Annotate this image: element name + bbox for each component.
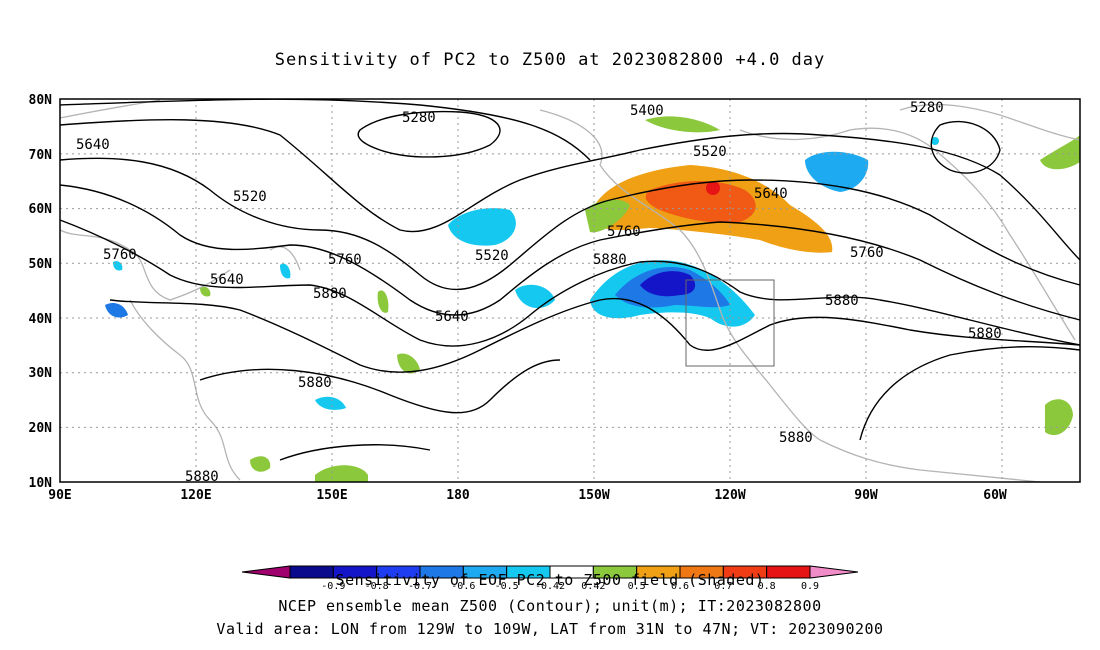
colorbar-tick-label: 0.9 (801, 581, 819, 592)
colorbar-tick-label: 0.6 (671, 581, 689, 592)
contour-label: 5760 (103, 247, 137, 263)
lon-label-180: 180 (446, 488, 470, 503)
colorbar-end-high (809, 565, 859, 579)
colorbar-tick-label: -0.7 (408, 581, 432, 592)
lon-label-150e: 150E (316, 488, 347, 503)
lon-label-120e: 120E (180, 488, 211, 503)
contour-label: 5760 (328, 252, 362, 268)
lon-axis: 90E 120E 150E 180 150W 120W 90W 60W (48, 488, 1007, 503)
contour-labels: 5640 5520 5760 5640 5760 5880 5640 5880 … (76, 100, 1002, 485)
coastlines (59, 99, 1081, 483)
footer-line-3: Valid area: LON from 129W to 109W, LAT f… (216, 620, 884, 638)
contour-label: 5760 (607, 224, 641, 240)
colorbar-tick-label: -0.8 (365, 581, 389, 592)
contour-label: 5880 (593, 252, 627, 268)
lat-label-40n: 40N (29, 312, 53, 327)
chart-title: Sensitivity of PC2 to Z500 at 2023082800… (274, 50, 826, 70)
colorbar-tick-label: 0.42 (581, 581, 605, 592)
footer-line-1: Sensitivity of EOF PC2 to Z500 field (Sh… (335, 571, 765, 589)
shaded-sensitivity (105, 116, 1080, 482)
colorbar: -0.9 -0.8 -0.7 -0.6 -0.5 -0.42 0.42 0.5 0.6 0.7 0.… (241, 565, 859, 592)
contour-label: 5640 (754, 186, 788, 202)
contour-label: 5520 (693, 144, 727, 160)
colorbar-tick-label: 0.5 (628, 581, 646, 592)
contour-label: 5760 (850, 245, 884, 261)
contour-label: 5880 (298, 375, 332, 391)
contour-label: 5880 (185, 469, 219, 485)
gridlines (60, 99, 1080, 482)
contour-label: 5880 (779, 430, 813, 446)
lon-label-120w: 120W (714, 488, 745, 503)
z500-contours (59, 98, 1081, 461)
lat-label-10n: 10N (29, 476, 53, 491)
colorbar-tick-label: -0.42 (535, 581, 565, 592)
contour-label: 5400 (630, 103, 664, 119)
lat-label-20n: 20N (29, 421, 53, 436)
footer-line-2: NCEP ensemble mean Z500 (Contour); unit(… (278, 597, 822, 615)
lat-label-30n: 30N (29, 366, 53, 381)
contour-label: 5520 (233, 189, 267, 205)
colorbar-tick-label: -0.9 (321, 581, 345, 592)
contour-label: 5640 (76, 137, 110, 153)
colorbar-tick-label: 0.8 (758, 581, 776, 592)
colorbar-tick-label: -0.5 (495, 581, 519, 592)
contour-label: 5640 (210, 272, 244, 288)
lon-label-90e: 90E (48, 488, 71, 503)
map-frame (59, 98, 1081, 483)
lon-label-90w: 90W (854, 488, 878, 503)
contour-label: 5280 (910, 100, 944, 116)
lat-label-50n: 50N (29, 257, 53, 272)
contour-label: 5640 (435, 309, 469, 325)
lat-label-60n: 60N (29, 202, 53, 217)
lat-axis: 80N 70N 60N 50N 40N 30N 20N 10N (29, 93, 53, 491)
valid-area-box (685, 279, 775, 367)
lat-label-80n: 80N (29, 93, 53, 108)
lat-label-70n: 70N (29, 148, 53, 163)
colorbar-tick-label: 0.7 (714, 581, 732, 592)
contour-label: 5880 (313, 286, 347, 302)
contour-label: 5520 (475, 248, 509, 264)
contour-label: 5880 (825, 293, 859, 309)
lon-label-150w: 150W (578, 488, 609, 503)
contour-label: 5880 (968, 326, 1002, 342)
contour-label: 5280 (402, 110, 436, 126)
colorbar-tick-label: -0.6 (451, 581, 475, 592)
lon-label-60w: 60W (983, 488, 1007, 503)
